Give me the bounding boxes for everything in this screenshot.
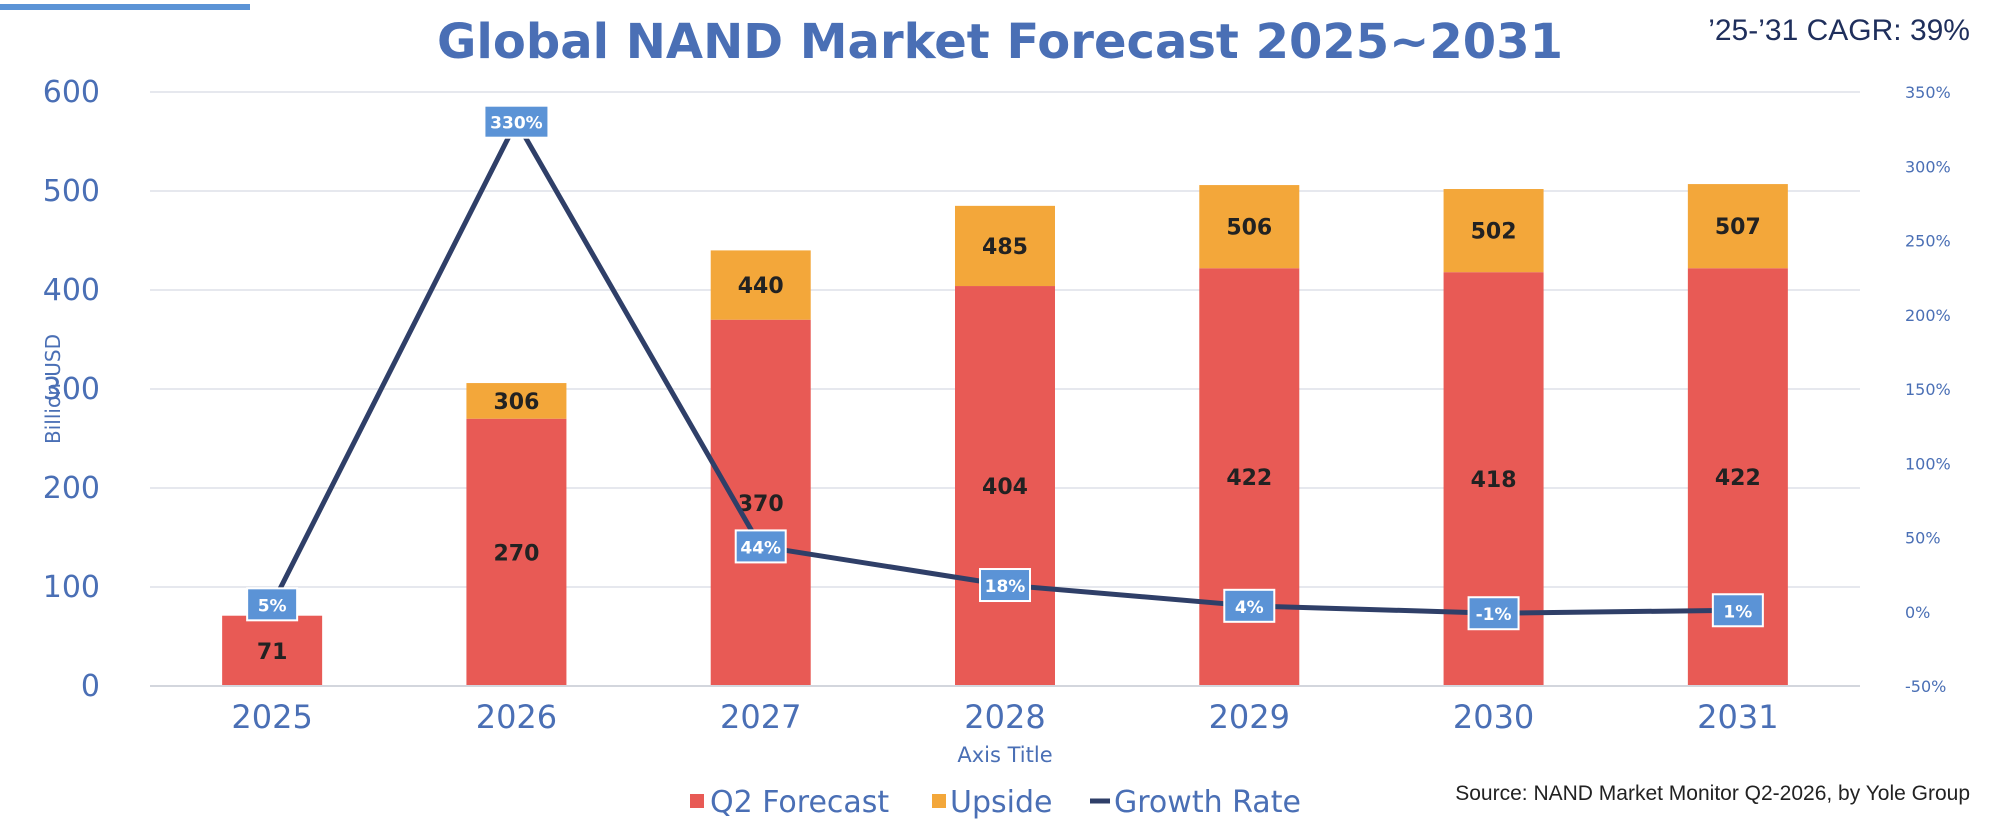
x-tick-label: 2026	[476, 698, 557, 736]
y2-tick-label: 350%	[1905, 83, 1951, 102]
data-label-forecast: 418	[1471, 468, 1517, 493]
legend-label-upside: Upside	[950, 785, 1052, 820]
data-label-upside: 502	[1471, 220, 1517, 245]
legend-swatch-forecast	[690, 794, 704, 808]
y-axis-label: Billion USD	[41, 334, 65, 444]
bar-upside	[1687, 184, 1788, 269]
data-label-upside: 485	[982, 235, 1028, 260]
chart-title: Global NAND Market Forecast 2025~2031	[437, 14, 1563, 70]
growth-data-label: 44%	[740, 538, 781, 558]
bar-upside	[1443, 189, 1544, 273]
legend-swatch-upside	[932, 794, 946, 808]
accent-bar	[0, 4, 250, 10]
y2-tick-label: 250%	[1905, 232, 1951, 251]
legend-label-forecast: Q2 Forecast	[710, 785, 889, 820]
bar-upside	[710, 250, 811, 320]
y2-tick-label: -50%	[1905, 677, 1946, 696]
growth-data-label: 5%	[258, 596, 287, 616]
data-label-forecast: 71	[257, 640, 288, 665]
cagr-label: ’25-’31 CAGR: 39%	[1708, 14, 1970, 47]
growth-data-label: 330%	[490, 114, 543, 134]
bar-q2-forecast	[466, 418, 567, 686]
x-tick-label: 2030	[1453, 698, 1534, 736]
growth-label-box	[483, 104, 550, 139]
y2-tick-label: 200%	[1905, 306, 1951, 325]
x-tick-label: 2028	[964, 698, 1045, 736]
growth-data-label: 4%	[1235, 598, 1264, 618]
data-label-upside: 507	[1715, 215, 1761, 240]
growth-label-box	[1711, 593, 1764, 628]
legend-label-growth: Growth Rate	[1114, 785, 1301, 820]
y2-tick-label: 150%	[1905, 380, 1951, 399]
y-tick-label: 100	[43, 570, 100, 605]
y-tick-label: 200	[43, 471, 100, 506]
data-label-upside: 440	[738, 274, 784, 299]
growth-data-label: 1%	[1723, 602, 1752, 622]
bar-q2-forecast	[710, 319, 811, 686]
bar-upside	[1199, 185, 1300, 269]
data-label-upside: 306	[493, 390, 539, 415]
growth-label-box	[1223, 588, 1276, 623]
x-tick-label: 2029	[1209, 698, 1290, 736]
bar-upside	[955, 205, 1055, 287]
y-tick-label: 500	[43, 174, 100, 209]
x-tick-label: 2025	[231, 698, 312, 736]
growth-data-label: -1%	[1476, 605, 1512, 625]
x-axis-label: Axis Title	[957, 743, 1052, 767]
y2-tick-label: 50%	[1905, 529, 1941, 548]
x-tick-label: 2027	[720, 698, 801, 736]
y-tick-label: 300	[43, 372, 100, 407]
y2-tick-label: 0%	[1905, 603, 1930, 622]
data-label-forecast: 404	[982, 475, 1028, 500]
growth-data-label: 18%	[985, 577, 1026, 597]
y-tick-label: 0	[81, 669, 100, 704]
y-tick-label: 400	[43, 273, 100, 308]
x-tick-label: 2031	[1697, 698, 1778, 736]
growth-label-box	[1467, 596, 1520, 631]
data-label-forecast: 370	[738, 492, 784, 517]
data-label-forecast: 422	[1715, 466, 1761, 491]
growth-label-box	[246, 587, 299, 622]
y2-tick-label: 300%	[1905, 157, 1951, 176]
source-note: Source: NAND Market Monitor Q2-2026, by …	[1455, 782, 1970, 805]
y2-tick-label: 100%	[1905, 454, 1951, 473]
bar-upside	[466, 383, 567, 419]
data-label-forecast: 422	[1226, 466, 1272, 491]
bar-q2-forecast	[222, 615, 323, 686]
y-tick-label: 600	[43, 75, 100, 110]
data-label-upside: 506	[1226, 216, 1272, 241]
growth-label-box	[734, 529, 787, 564]
growth-label-box	[979, 568, 1031, 603]
bar-q2-forecast	[955, 286, 1055, 686]
data-label-forecast: 270	[493, 541, 539, 566]
